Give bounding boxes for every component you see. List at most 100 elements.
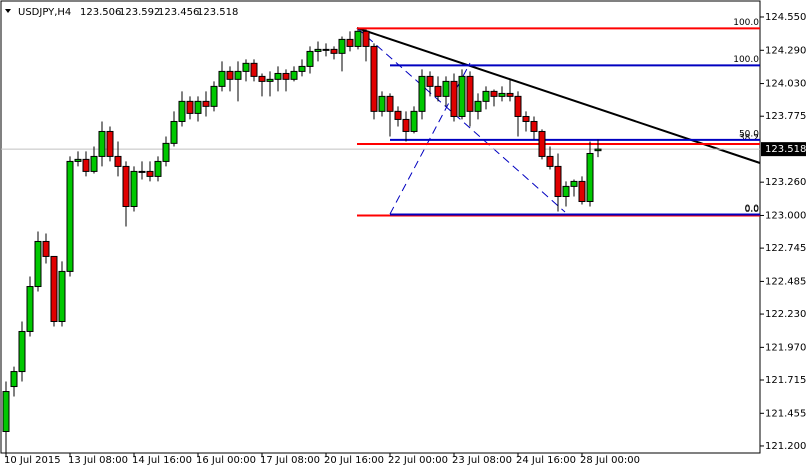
- y-tick-label: 124.550: [765, 12, 806, 23]
- candle-body: [394, 110, 402, 120]
- candle-body: [154, 160, 162, 177]
- candle-body: [186, 100, 194, 114]
- x-tick-label: 20 Jul 16:00: [324, 455, 384, 466]
- candle-body: [74, 158, 82, 162]
- x-tick-label: 24 Jul 16:00: [516, 455, 576, 466]
- candle-body: [538, 130, 546, 157]
- candle-body: [562, 185, 570, 198]
- y-tick-label: 121.200: [765, 441, 806, 452]
- y-tick-label: 122.745: [765, 243, 806, 254]
- y-tick-label: 123.000: [765, 210, 806, 221]
- candle-body: [378, 95, 386, 112]
- header-high: 123.592: [119, 7, 160, 18]
- candle-body: [554, 165, 562, 198]
- header-close: 123.518: [197, 7, 238, 18]
- x-tick-label: 22 Jul 00:00: [388, 455, 448, 466]
- candle-body: [34, 240, 42, 288]
- y-tick-label: 122.485: [765, 276, 806, 287]
- price-box: [761, 142, 806, 157]
- candle-body: [362, 30, 370, 47]
- candle-body: [42, 240, 50, 257]
- candle-body: [146, 170, 154, 177]
- candle-body: [258, 75, 266, 82]
- candle-body: [218, 70, 226, 87]
- candle-body: [410, 110, 418, 132]
- candle-body: [498, 92, 506, 97]
- fib-level-label: 100.0: [733, 18, 759, 28]
- candle-body: [594, 148, 602, 152]
- plot-frame: [0, 0, 761, 454]
- candle-body: [506, 92, 514, 97]
- candle-body: [346, 38, 354, 47]
- candle-body: [26, 286, 34, 332]
- fib-level-label: 0.0: [745, 204, 760, 214]
- zigzag-line: [389, 62, 471, 215]
- candle-body: [306, 50, 314, 67]
- candle-body: [10, 371, 18, 388]
- candle-body: [266, 78, 274, 82]
- x-tick-label: 17 Jul 08:00: [260, 455, 320, 466]
- candle-body: [90, 155, 98, 172]
- candle-body: [194, 100, 202, 114]
- candle-body: [402, 118, 410, 132]
- candle-body: [514, 95, 522, 117]
- y-tick-label: 121.715: [765, 375, 806, 386]
- candle-body: [442, 80, 450, 97]
- candle-body: [2, 391, 10, 432]
- candle-body: [282, 72, 290, 80]
- candle-body: [426, 75, 434, 87]
- x-tick-label: 23 Jul 08:00: [452, 455, 512, 466]
- candle-body: [458, 75, 466, 117]
- fib-level-label: 0.0: [745, 205, 760, 215]
- candle-body: [114, 155, 122, 167]
- candle-body: [274, 72, 282, 80]
- candle-body: [122, 165, 130, 207]
- x-tick-label: 10 Jul 2015: [4, 455, 61, 466]
- candle-body: [210, 85, 218, 107]
- candle-body: [330, 48, 338, 54]
- y-tick-label: 121.455: [765, 408, 806, 419]
- candle-body: [58, 270, 66, 322]
- candle-body: [290, 70, 298, 80]
- price-box-label: 123.518: [765, 144, 806, 155]
- y-tick-label: 123.260: [765, 177, 806, 188]
- candle-body: [50, 255, 58, 322]
- candle-body: [466, 75, 474, 112]
- candle-body: [18, 330, 26, 373]
- y-tick-label: 124.290: [765, 45, 806, 56]
- candle-body: [242, 62, 250, 72]
- candle-body: [338, 38, 346, 54]
- candle-body: [162, 142, 170, 162]
- candle-body: [522, 115, 530, 122]
- menu-icon: [5, 9, 11, 13]
- candle-body: [298, 65, 306, 72]
- candle-body: [106, 130, 114, 157]
- candle-body: [130, 170, 138, 207]
- y-tick-label: 121.970: [765, 342, 806, 353]
- candle-body: [586, 152, 594, 203]
- y-tick-label: 124.030: [765, 79, 806, 90]
- candle-body: [170, 120, 178, 144]
- x-tick-label: 16 Jul 00:00: [196, 455, 256, 466]
- candle-body: [226, 70, 234, 80]
- candle-body: [234, 70, 242, 80]
- candle-body: [578, 180, 586, 203]
- y-tick-label: 122.230: [765, 309, 806, 320]
- zigzag-line: [356, 27, 566, 213]
- fib-level-label: 50.0: [739, 129, 759, 139]
- candle-body: [482, 90, 490, 102]
- candle-body: [314, 48, 322, 52]
- candle-body: [250, 62, 258, 77]
- candle-body: [418, 75, 426, 112]
- candle-body: [82, 158, 90, 172]
- symbol: USDJPY,H4: [18, 7, 71, 18]
- candle-body: [434, 85, 442, 97]
- candle-body: [178, 100, 186, 122]
- candle-body: [490, 90, 498, 97]
- fib-level-label: 100.0: [733, 55, 759, 65]
- y-tick-label: 123.775: [765, 111, 806, 122]
- candle-body: [450, 80, 458, 117]
- candle-body: [66, 160, 74, 272]
- candle-body: [138, 170, 146, 173]
